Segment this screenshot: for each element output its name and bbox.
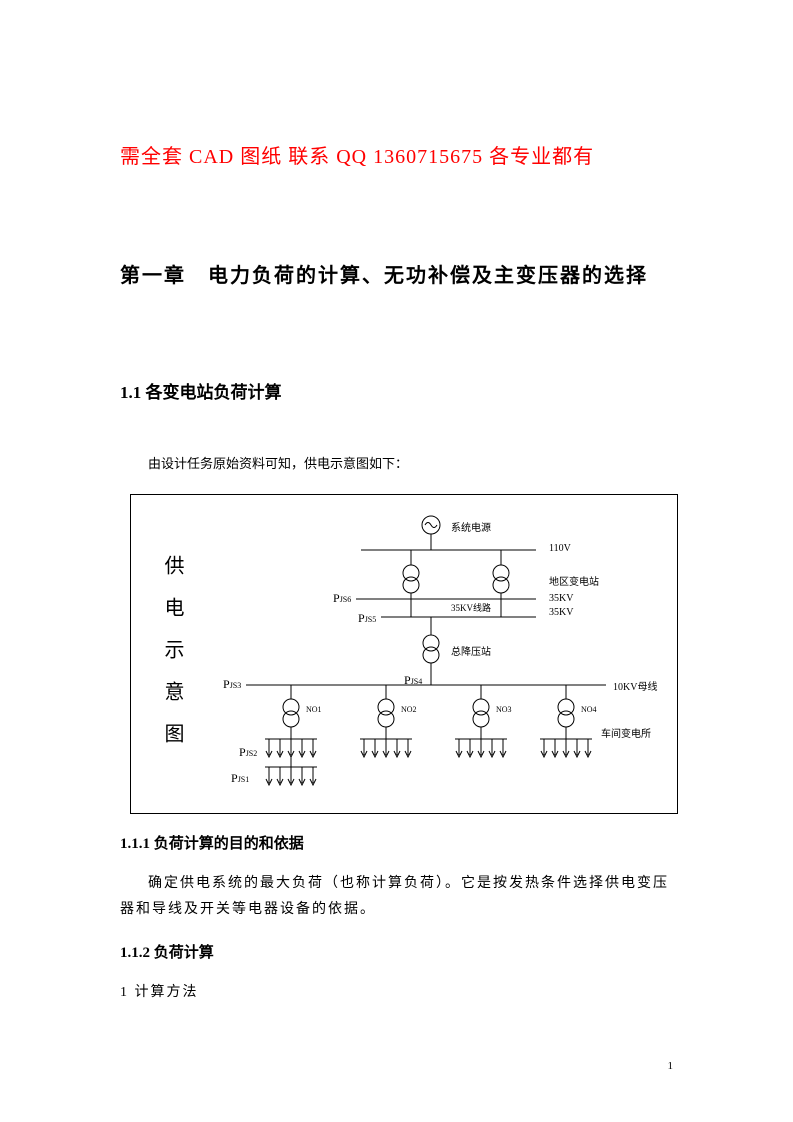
lbl-no2: NO2 xyxy=(401,705,417,714)
lbl-bus10: 10KV母线 xyxy=(613,678,657,693)
lbl-regional-sub: 地区变电站 xyxy=(549,573,599,588)
section-1-1: 1.1 各变电站负荷计算 xyxy=(120,378,683,403)
lbl-35kv-a: 35KV xyxy=(549,593,573,604)
section-1-1-1: 1.1.1 负荷计算的目的和依据 xyxy=(120,832,683,853)
diagram-svg xyxy=(131,495,679,815)
para-1-1-1: 确定供电系统的最大负荷（也称计算负荷）。它是按发热条件选择供电变压器和导线及开关… xyxy=(120,871,683,923)
method-line: 1 计算方法 xyxy=(120,980,683,1006)
lbl-line35: 35KV线路 xyxy=(451,601,491,614)
lbl-pjs3: PJS3 xyxy=(223,677,241,692)
lbl-no4: NO4 xyxy=(581,705,597,714)
lbl-workshop: 车间变电所 xyxy=(601,725,651,740)
lbl-pjs2: PJS2 xyxy=(239,745,257,760)
lbl-stepdown: 总降压站 xyxy=(451,643,491,658)
lbl-sys-power: 系统电源 xyxy=(451,519,491,534)
power-supply-diagram: 供电示意图 xyxy=(130,494,678,814)
lbl-no3: NO3 xyxy=(496,705,512,714)
lbl-pjs6: PJS6 xyxy=(333,591,351,606)
intro-text: 由设计任务原始资料可知，供电示意图如下： xyxy=(148,453,683,472)
lbl-110v: 110V xyxy=(549,543,571,554)
lbl-pjs4: PJS4 xyxy=(404,673,422,688)
section-1-1-2: 1.1.2 负荷计算 xyxy=(120,941,683,962)
chapter-title: 第一章 电力负荷的计算、无功补偿及主变压器的选择 xyxy=(120,259,683,288)
cad-banner: 需全套 CAD 图纸 联系 QQ 1360715675 各专业都有 xyxy=(120,140,683,169)
page-number: 1 xyxy=(668,1060,674,1072)
lbl-no1: NO1 xyxy=(306,705,322,714)
lbl-pjs5: PJS5 xyxy=(358,611,376,626)
lbl-pjs1: PJS1 xyxy=(231,771,249,786)
lbl-35kv-b: 35KV xyxy=(549,607,573,618)
